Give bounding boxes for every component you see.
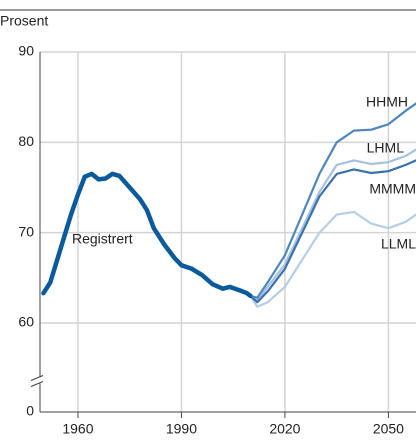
series-label: HHMH bbox=[366, 94, 408, 110]
x-tick-label: 1960 bbox=[62, 421, 93, 437]
series-label: MMMM bbox=[369, 181, 416, 197]
series-label: LLML bbox=[381, 236, 416, 252]
y-tick-label: 0 bbox=[26, 403, 34, 419]
y-tick-label: 60 bbox=[18, 314, 34, 330]
line bbox=[41, 171, 253, 299]
y-tick-label: 90 bbox=[18, 43, 34, 59]
axis-break bbox=[30, 381, 44, 387]
series-label: LHML bbox=[367, 140, 405, 156]
line bbox=[249, 210, 416, 308]
line bbox=[249, 159, 416, 304]
x-tick-label: 2050 bbox=[373, 421, 404, 437]
x-tick-label: 1990 bbox=[166, 421, 197, 437]
axis-break bbox=[30, 375, 44, 381]
axis-break-gap bbox=[30, 377, 44, 384]
x-tick-label: 2020 bbox=[269, 421, 300, 437]
y-tick-label: 80 bbox=[18, 133, 34, 149]
y-tick-label: 70 bbox=[18, 223, 34, 239]
line bbox=[249, 102, 416, 299]
line bbox=[249, 148, 416, 302]
series-label: Registrert bbox=[72, 231, 133, 247]
y-axis-label: Prosent bbox=[0, 13, 48, 29]
